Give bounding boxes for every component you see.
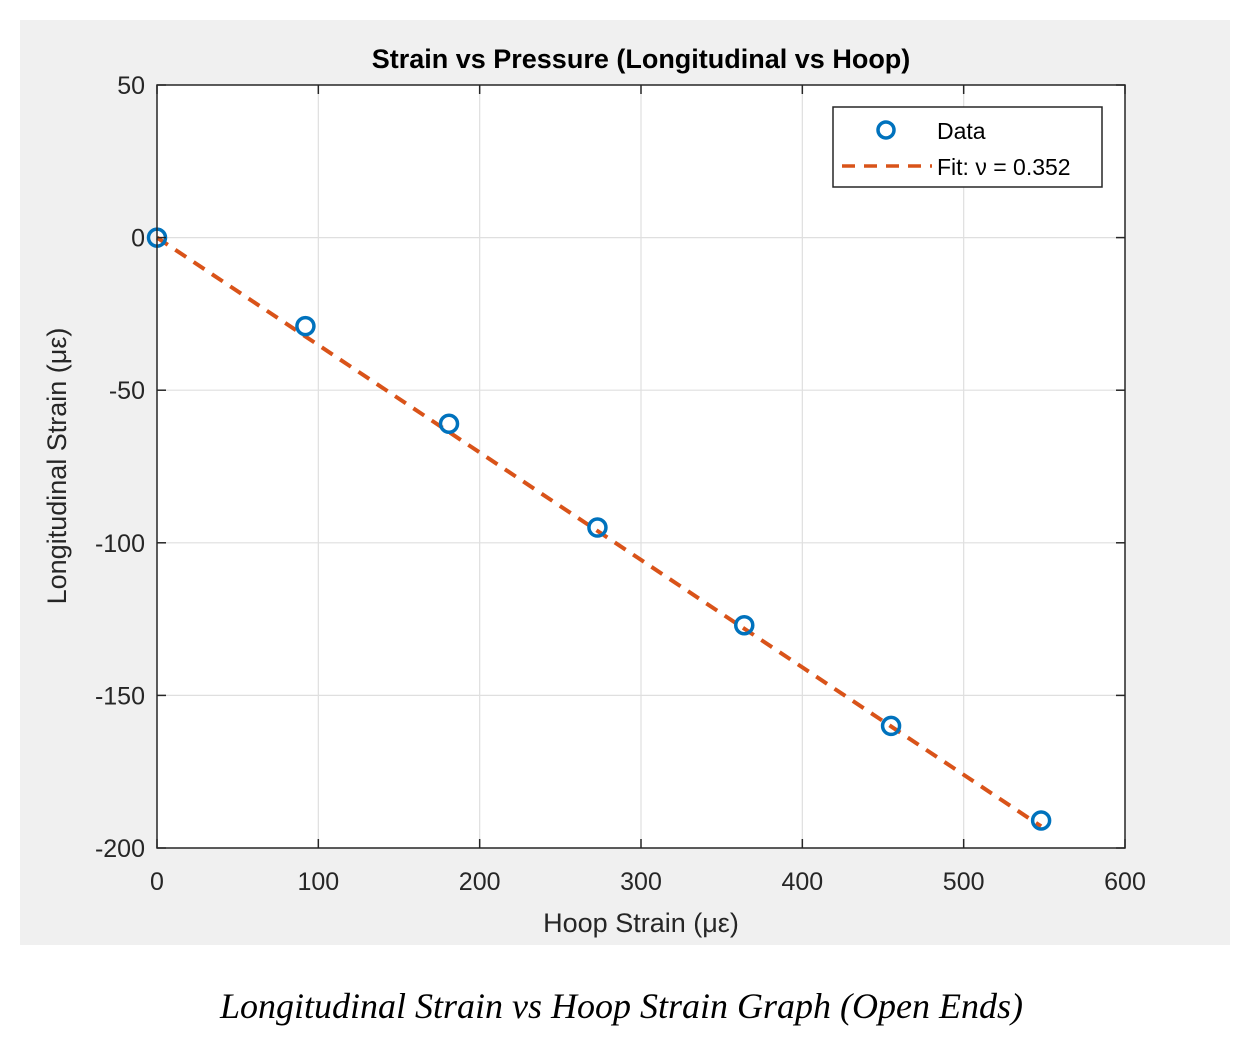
y-tick-label: 0 <box>131 225 145 253</box>
data-point <box>1030 810 1052 831</box>
data-point <box>295 315 316 337</box>
y-tick-label: 50 <box>117 72 145 100</box>
chart: 0 100 200 300 400 500 600 -200 -150 -100 -50 0 50 S… <box>42 44 1146 938</box>
data-point <box>880 715 902 737</box>
x-tick-label: 300 <box>620 868 662 896</box>
data-point <box>438 413 460 435</box>
chart-title: Strain vs Pressure (Longitudinal vs Hoop… <box>372 44 911 74</box>
axis-ticks <box>156 84 1126 849</box>
x-axis-label: Hoop Strain (με) <box>543 908 739 938</box>
x-tick-label: 600 <box>1104 868 1146 896</box>
x-tick-label: 500 <box>943 868 985 896</box>
y-axis-label: Longitudinal Strain (με) <box>42 328 72 605</box>
x-tick-label: 400 <box>781 868 823 896</box>
grid-lines <box>157 85 1125 848</box>
data-point <box>734 614 755 636</box>
data-point <box>587 517 608 538</box>
y-tick-label: -100 <box>95 530 145 558</box>
legend: Data Fit: ν = 0.352 <box>832 106 1103 188</box>
legend-box <box>832 106 1103 188</box>
x-tick-label: 200 <box>459 868 501 896</box>
y-tick-label: -50 <box>109 377 145 405</box>
y-tick-label: -150 <box>95 682 145 710</box>
legend-data-marker <box>876 120 896 140</box>
figure-caption: Longitudinal Strain vs Hoop Strain Graph… <box>219 986 1023 1026</box>
legend-fit-label: Fit: ν = 0.352 <box>937 154 1071 180</box>
y-tick-labels: -200 -150 -100 -50 0 50 <box>95 72 145 863</box>
x-tick-label: 100 <box>297 868 339 896</box>
x-tick-label: 0 <box>150 868 164 896</box>
legend-data-label: Data <box>937 118 986 144</box>
y-tick-label: -200 <box>95 835 145 863</box>
x-tick-labels: 0 100 200 300 400 500 600 <box>150 868 1146 896</box>
